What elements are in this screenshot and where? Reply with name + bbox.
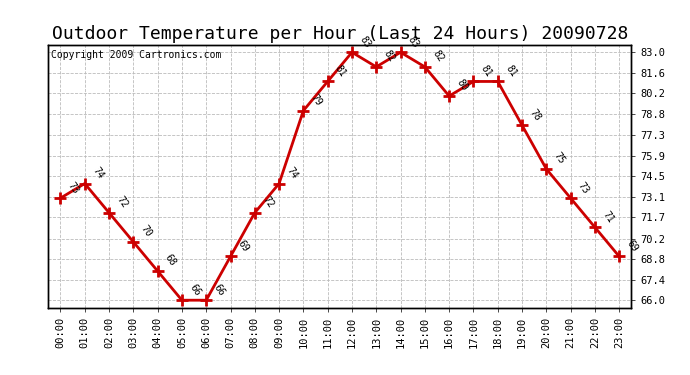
Text: 82: 82	[382, 49, 397, 64]
Text: 83: 83	[406, 34, 421, 50]
Title: Outdoor Temperature per Hour (Last 24 Hours) 20090728: Outdoor Temperature per Hour (Last 24 Ho…	[52, 26, 628, 44]
Text: 81: 81	[503, 63, 518, 79]
Text: 79: 79	[309, 93, 324, 108]
Text: 82: 82	[431, 49, 445, 64]
Text: 81: 81	[333, 63, 348, 79]
Text: 78: 78	[528, 107, 542, 122]
Text: 80: 80	[455, 78, 470, 93]
Text: 70: 70	[139, 224, 154, 239]
Text: 74: 74	[90, 165, 106, 181]
Text: 72: 72	[260, 195, 275, 210]
Text: 69: 69	[624, 238, 640, 254]
Text: 83: 83	[357, 34, 373, 50]
Text: 71: 71	[600, 209, 615, 225]
Text: Copyright 2009 Cartronics.com: Copyright 2009 Cartronics.com	[51, 50, 221, 60]
Text: 81: 81	[479, 63, 494, 79]
Text: 74: 74	[285, 165, 299, 181]
Text: 73: 73	[576, 180, 591, 195]
Text: 68: 68	[163, 253, 178, 268]
Text: 75: 75	[552, 151, 566, 166]
Text: 69: 69	[236, 238, 251, 254]
Text: 66: 66	[188, 282, 202, 297]
Text: 66: 66	[212, 282, 227, 297]
Text: 72: 72	[115, 195, 130, 210]
Text: 73: 73	[66, 180, 81, 195]
